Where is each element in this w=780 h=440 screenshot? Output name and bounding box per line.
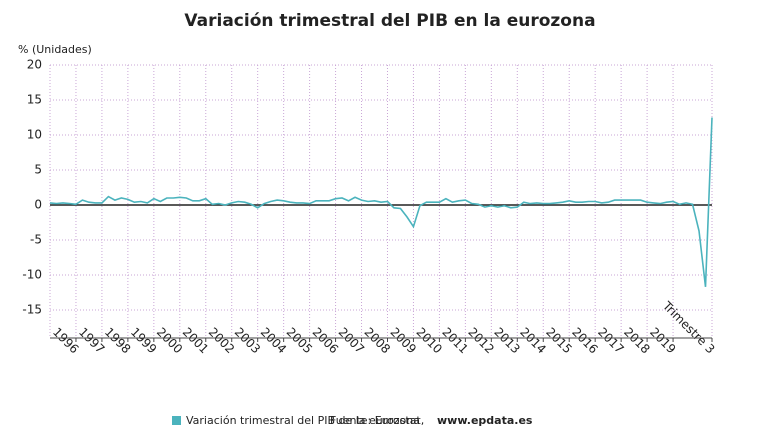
x-tick-label: 2014 [517,325,548,356]
y-tick-label: -15 [22,303,42,317]
x-tick-label: 2018 [621,325,652,356]
x-tick-label: 2010 [413,325,444,356]
x-tick-label: 2012 [465,325,496,356]
x-tick-label: 1997 [76,325,107,356]
x-tick-label: 2017 [595,325,626,356]
x-tick-label: 2013 [491,325,522,356]
x-tick-label: 2009 [388,325,419,356]
legend-label: Variación trimestral del PIB de la euroz… [186,414,420,427]
x-tick-label: 2000 [154,325,185,356]
y-tick-label: -10 [22,268,42,282]
x-tick-label: 2003 [232,325,263,356]
x-tick-label: 2005 [284,325,315,356]
x-tick-label: 2007 [336,325,367,356]
x-tick-label: 2015 [543,325,574,356]
source-site: www.epdata.es [437,414,533,427]
y-tick-label: 15 [27,93,42,107]
x-tick-label: 2008 [362,325,393,356]
y-tick-label: 20 [27,58,42,72]
y-tick-label: -5 [30,233,42,247]
y-tick-label: 0 [34,198,42,212]
y-tick-label: 10 [27,128,42,142]
legend-swatch [172,416,181,425]
x-tick-label: 2019 [647,325,678,356]
x-tick-label: 1996 [50,325,81,356]
data-line [49,117,713,287]
x-tick-label: 2006 [310,325,341,356]
y-tick-label: 5 [34,163,42,177]
x-tick-label: 2016 [569,325,600,356]
y-axis-label: % (Unidades) [18,43,92,56]
chart-title: Variación trimestral del PIB en la euroz… [184,11,595,31]
x-tick-label: 1999 [128,325,159,356]
x-tick-label: 2002 [206,325,237,356]
source-label: Fuente: Eurostat, [330,414,424,427]
x-tick-label: 2001 [180,325,211,356]
x-tick-label: 1998 [102,325,133,356]
x-tick-label: 2004 [258,325,289,356]
x-tick-label: 2011 [439,325,470,356]
